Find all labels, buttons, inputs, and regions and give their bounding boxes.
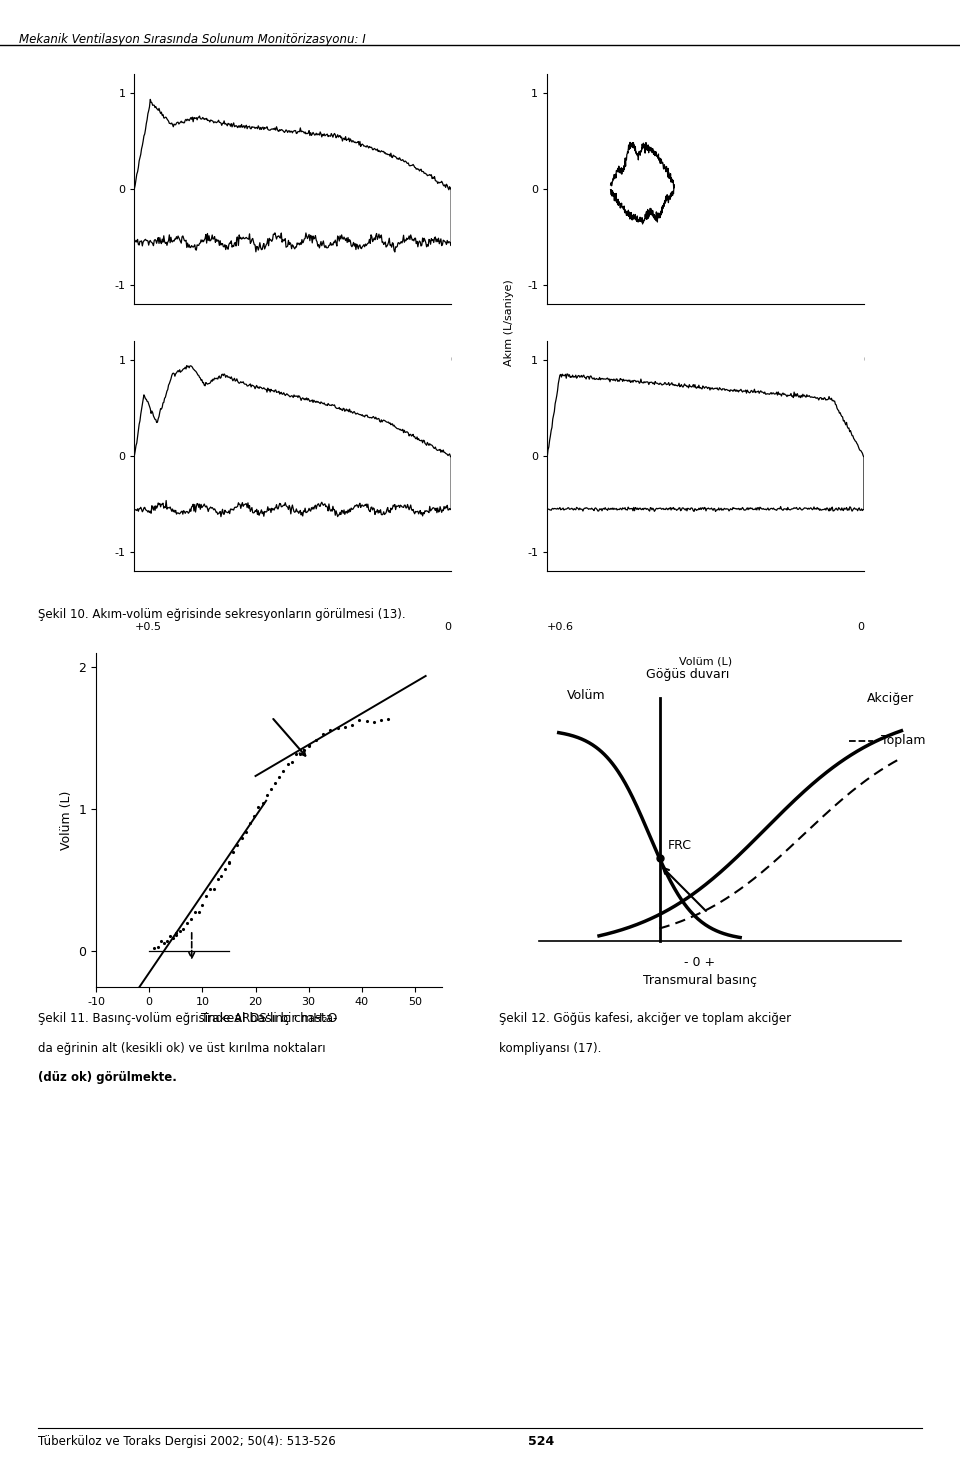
Text: 0: 0 xyxy=(857,355,864,365)
X-axis label: Trakeal basınç cmH₂O: Trakeal basınç cmH₂O xyxy=(201,1012,337,1025)
Text: Akciğer: Akciğer xyxy=(867,692,914,705)
Text: +0.5: +0.5 xyxy=(547,355,574,365)
Text: 0: 0 xyxy=(857,622,864,632)
Text: Volüm: Volüm xyxy=(566,690,606,702)
Text: Toplam: Toplam xyxy=(881,735,925,748)
Text: +0.5: +0.5 xyxy=(134,622,161,632)
Text: Şekil 12. Göğüs kafesi, akciğer ve toplam akciğer: Şekil 12. Göğüs kafesi, akciğer ve topla… xyxy=(499,1012,791,1025)
Text: +0.5: +0.5 xyxy=(134,355,161,365)
Text: Volüm (L): Volüm (L) xyxy=(679,389,732,399)
Text: - 0 +: - 0 + xyxy=(684,956,715,969)
Text: Transmural basınç: Transmural basınç xyxy=(643,974,756,987)
Text: 0: 0 xyxy=(444,355,451,365)
Text: 0: 0 xyxy=(444,622,451,632)
Text: 524: 524 xyxy=(528,1435,554,1448)
Text: Göğüs duvarı: Göğüs duvarı xyxy=(646,668,730,681)
Text: Akım (L/saniye): Akım (L/saniye) xyxy=(504,279,514,367)
Text: Volüm (L): Volüm (L) xyxy=(266,389,320,399)
Text: Şekil 10. Akım-volüm eğrisinde sekresyonların görülmesi (13).: Şekil 10. Akım-volüm eğrisinde sekresyon… xyxy=(38,608,406,622)
Y-axis label: Volüm (L): Volüm (L) xyxy=(60,789,73,850)
Text: FRC: FRC xyxy=(667,840,691,852)
Text: Volüm (L): Volüm (L) xyxy=(266,656,320,666)
Text: Tüberküloz ve Toraks Dergisi 2002; 50(4): 513-526: Tüberküloz ve Toraks Dergisi 2002; 50(4)… xyxy=(38,1435,336,1448)
Text: (düz ok) görülmekte.: (düz ok) görülmekte. xyxy=(38,1071,178,1085)
Text: Volüm (L): Volüm (L) xyxy=(679,656,732,666)
Text: Şekil 11. Basınç-volüm eğrisinde ARDS'li bir hasta-: Şekil 11. Basınç-volüm eğrisinde ARDS'li… xyxy=(38,1012,338,1025)
Text: Mekanik Ventilasyon Sırasında Solunum Monitörizasyonu: I: Mekanik Ventilasyon Sırasında Solunum Mo… xyxy=(19,33,366,46)
Text: +0.6: +0.6 xyxy=(547,622,574,632)
Text: kompliyansı (17).: kompliyansı (17). xyxy=(499,1042,602,1055)
Text: da eğrinin alt (kesikli ok) ve üst kırılma noktaları: da eğrinin alt (kesikli ok) ve üst kırıl… xyxy=(38,1042,326,1055)
